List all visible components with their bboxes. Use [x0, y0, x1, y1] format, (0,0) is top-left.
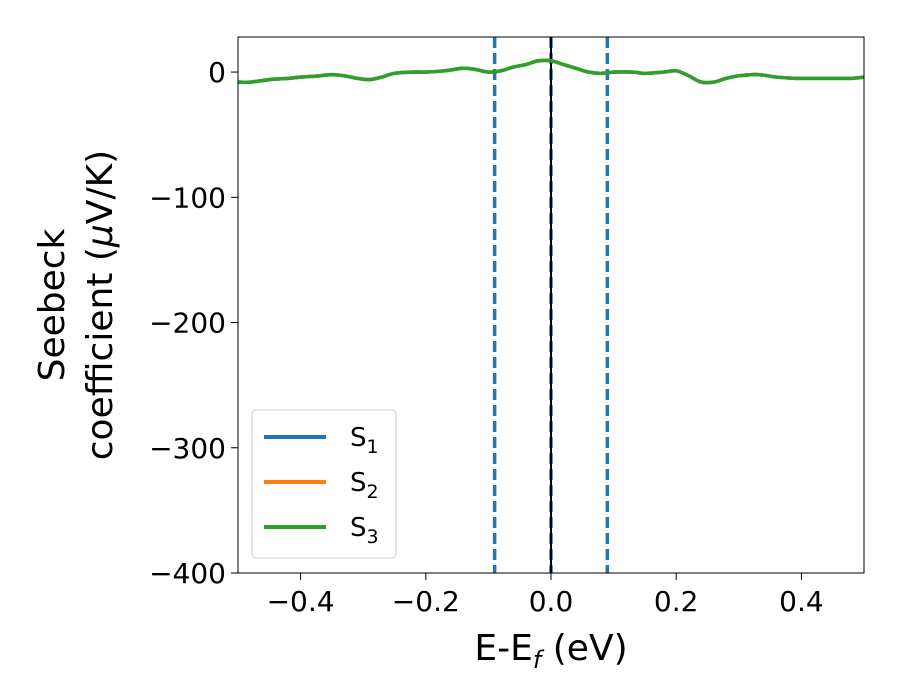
y-tick-label: −200 — [149, 307, 226, 340]
y-axis-label-line1: Seebeck — [32, 228, 73, 381]
y-tick-label: 0 — [208, 56, 226, 89]
legend: S1 S2 S3 — [251, 409, 397, 559]
legend-label-s3: S3 — [350, 513, 379, 548]
x-tick-label: 0.4 — [779, 585, 824, 618]
legend-label-s1: S1 — [350, 423, 379, 458]
y-tick-label: −300 — [149, 432, 226, 465]
x-axis-label: E-Ef (eV) — [474, 628, 627, 674]
legend-label-s2: S2 — [350, 468, 379, 503]
x-tick-label: −0.4 — [267, 585, 335, 618]
x-tick-label: 0.0 — [529, 585, 574, 618]
y-tick-label: −400 — [149, 557, 226, 590]
y-axis-label-line2: coefficient (μV/K) — [80, 150, 121, 460]
x-tick-label: −0.2 — [392, 585, 460, 618]
x-tick-label: 0.2 — [654, 585, 699, 618]
y-tick-label: −100 — [149, 181, 226, 214]
series-line-s3 — [238, 58, 864, 85]
